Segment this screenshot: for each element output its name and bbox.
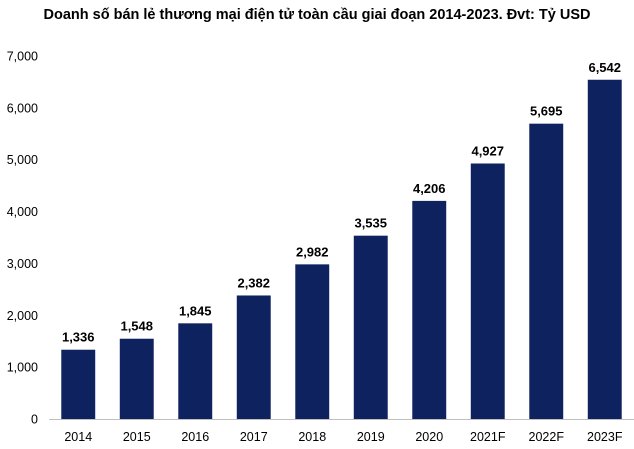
bar-2017 <box>236 295 271 419</box>
bar-2015 <box>119 338 154 419</box>
y-tick-label: 6,000 <box>7 101 38 115</box>
x-axis-ticks: 2014 2015 2016 2017 2018 2019 2020 2021F 2022F 20… <box>64 430 622 444</box>
x-tick-label-2021F: 2021F <box>470 430 506 444</box>
x-tick-label-2014: 2014 <box>64 430 92 444</box>
y-tick-label: 4,000 <box>7 205 38 219</box>
bar-series <box>61 79 622 419</box>
x-tick-label-2017: 2017 <box>240 430 268 444</box>
x-tick-label-2020: 2020 <box>415 430 443 444</box>
y-tick-label: 0 <box>31 413 38 427</box>
data-label-2016: 1,845 <box>179 303 212 318</box>
y-tick-label: 1,000 <box>7 361 38 375</box>
y-tick-label: 7,000 <box>7 50 38 64</box>
bar-2022F <box>529 123 564 419</box>
x-tick-label-2019: 2019 <box>357 430 385 444</box>
data-labels: 1,336 1,548 1,845 2,382 2,982 3,535 4,206 4,927… <box>62 60 621 345</box>
data-label-2018: 2,982 <box>296 244 329 259</box>
bar-2016 <box>178 323 213 419</box>
data-label-2019: 3,535 <box>354 216 387 231</box>
y-tick-label: 2,000 <box>7 309 38 323</box>
data-label-2022F: 5,695 <box>530 104 563 119</box>
x-tick-label-2023F: 2023F <box>587 430 623 444</box>
data-label-2015: 1,548 <box>120 319 153 334</box>
y-tick-label: 3,000 <box>7 257 38 271</box>
y-tick-label: 5,000 <box>7 153 38 167</box>
data-label-2021F: 4,927 <box>471 143 504 158</box>
x-tick-label-2015: 2015 <box>123 430 151 444</box>
data-label-2020: 4,206 <box>413 181 446 196</box>
chart-title: Doanh số bán lẻ thương mại điện tử toàn … <box>43 7 591 23</box>
data-label-2017: 2,382 <box>237 275 270 290</box>
bar-2014 <box>61 349 96 419</box>
data-label-2023F: 6,542 <box>588 60 621 75</box>
bar-2018 <box>295 264 330 419</box>
bar-2019 <box>353 235 388 419</box>
bar-2021F <box>470 163 505 419</box>
x-tick-label-2016: 2016 <box>181 430 209 444</box>
bar-2023F <box>587 79 622 419</box>
bar-2020 <box>412 200 447 419</box>
data-label-2014: 1,336 <box>62 330 95 345</box>
x-tick-label-2022F: 2022F <box>529 430 565 444</box>
y-axis-ticks: 0 1,000 2,000 3,000 4,000 5,000 6,000 7,000 <box>7 50 38 427</box>
x-tick-label-2018: 2018 <box>298 430 326 444</box>
